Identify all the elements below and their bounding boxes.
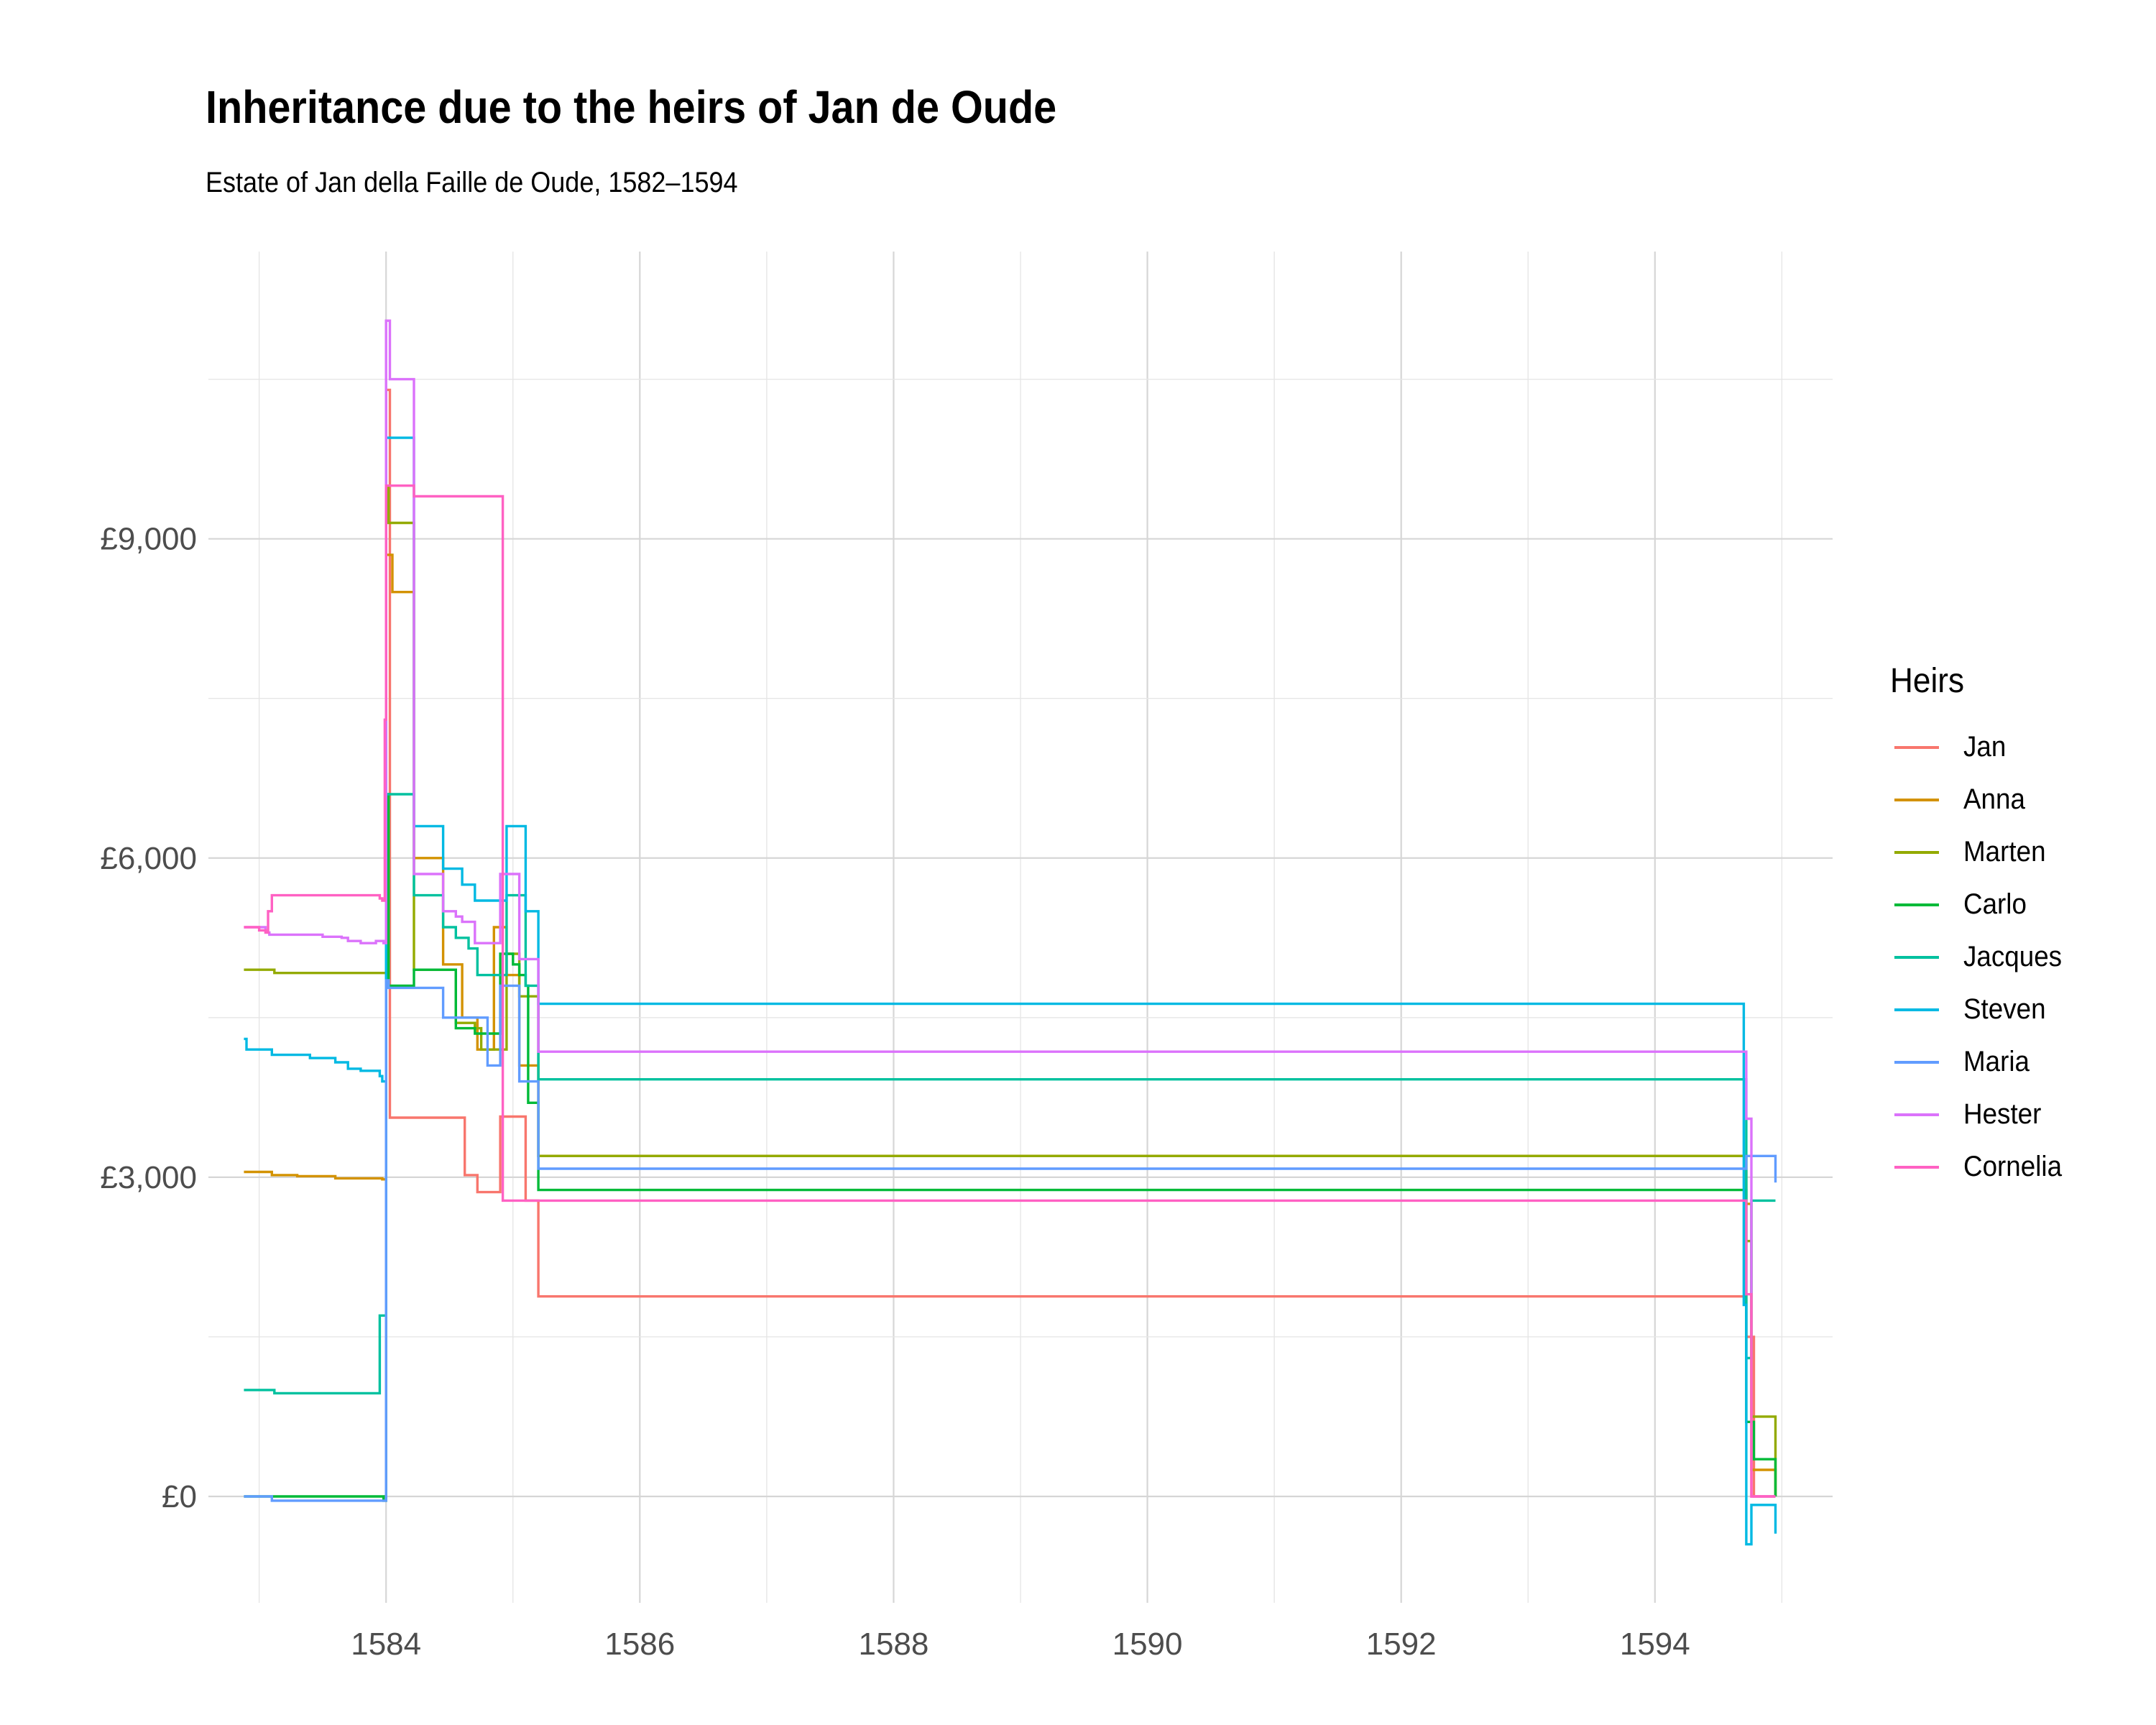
y-tick-label: £0 [162, 1479, 197, 1514]
legend-item-cornelia: Cornelia [1890, 1141, 2070, 1193]
legend-swatch [1894, 1008, 1939, 1011]
series-line-maria [244, 979, 1777, 1502]
legend-swatch [1894, 1113, 1939, 1116]
series-line-marten [244, 484, 1777, 1496]
legend-label: Maria [1963, 1046, 2030, 1077]
legend-label: Jan [1963, 731, 2007, 763]
legend-label: Steven [1963, 993, 2046, 1025]
legend-item-jacques: Jacques [1890, 931, 2070, 983]
legend-label: Cornelia [1963, 1151, 2063, 1182]
x-tick-label: 1592 [1366, 1627, 1437, 1662]
gridlines [208, 252, 1833, 1603]
legend-swatch [1894, 798, 1939, 801]
chart-title: Inheritance due to the heirs of Jan de O… [206, 81, 1057, 133]
series-line-hester [244, 319, 1776, 1498]
legend-label: Marten [1963, 836, 2046, 868]
series-line-anna [244, 553, 1777, 1496]
legend-swatch [1894, 850, 1939, 854]
legend-swatch [1894, 955, 1939, 959]
legend-label: Carlo [1963, 888, 2027, 920]
x-tick-label: 1584 [351, 1627, 421, 1662]
legend-item-marten: Marten [1890, 826, 2070, 878]
legend-label: Jacques [1963, 941, 2063, 972]
legend-item-maria: Maria [1890, 1036, 2070, 1088]
legend-swatch [1894, 745, 1939, 749]
legend-label: Hester [1963, 1098, 2042, 1130]
legend: Heirs Jan Anna Marten Carlo Jacques Steven Mar… [1890, 661, 2070, 1193]
legend-swatch [1894, 1165, 1939, 1169]
legend-item-jan: Jan [1890, 721, 2070, 773]
x-tick-label: 1594 [1620, 1627, 1690, 1662]
legend-item-carlo: Carlo [1890, 878, 2070, 931]
series-lines [244, 319, 1777, 1546]
axis-tick-labels: 1584 1586 1588 1590 1592 1594 £0 £3,000 £6,000 £9… [100, 522, 1690, 1662]
series-line-carlo [244, 793, 1777, 1502]
legend-items: Jan Anna Marten Carlo Jacques Steven Maria Hest… [1890, 721, 2070, 1193]
series-line-steven [244, 436, 1777, 1546]
chart-subtitle: Estate of Jan della Faille de Oude, 1582… [206, 167, 738, 198]
x-tick-label: 1588 [858, 1627, 929, 1662]
series-line-cornelia [244, 484, 1776, 1498]
legend-item-anna: Anna [1890, 773, 2070, 826]
legend-swatch [1894, 1060, 1939, 1064]
x-tick-label: 1590 [1112, 1627, 1183, 1662]
x-tick-label: 1586 [604, 1627, 675, 1662]
y-tick-label: £9,000 [100, 522, 197, 557]
legend-item-steven: Steven [1890, 983, 2070, 1036]
legend-label: Anna [1963, 783, 2025, 815]
y-tick-label: £3,000 [100, 1160, 197, 1195]
legend-title: Heirs [1890, 662, 1965, 700]
legend-item-hester: Hester [1890, 1088, 2070, 1141]
legend-swatch [1894, 903, 1939, 906]
y-tick-label: £6,000 [100, 841, 197, 876]
series-line-jan [383, 388, 1776, 1498]
